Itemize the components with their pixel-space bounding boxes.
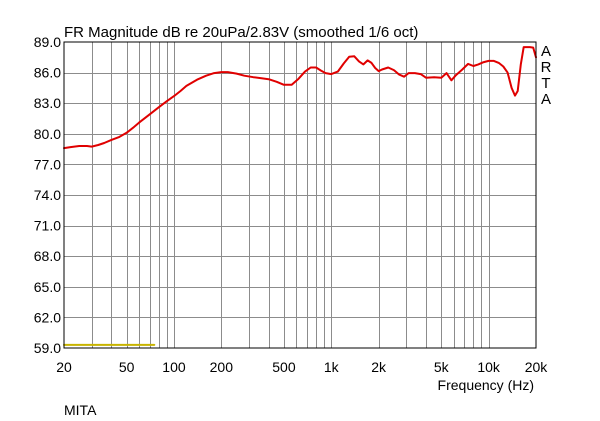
y-tick-label: 89.0 xyxy=(34,34,61,50)
chart-title: FR Magnitude dB re 20uPa/2.83V (smoothed… xyxy=(64,24,418,41)
y-tick-label: 65.0 xyxy=(34,279,61,295)
y-tick-label: 71.0 xyxy=(34,218,61,234)
plot-frame xyxy=(63,41,537,349)
grid xyxy=(64,42,536,348)
frequency-response-line xyxy=(63,46,537,150)
x-tick-label: 2k xyxy=(371,359,387,375)
x-tick-label: 1k xyxy=(324,359,340,375)
x-tick-label: 100 xyxy=(162,359,186,375)
arta-letter: R xyxy=(541,59,552,76)
arta-letter: A xyxy=(541,43,551,60)
y-tick-labels: 89.0 86.0 83.0 80.0 77.0 74.0 71.0 68.0 65.0 62.0… xyxy=(34,34,61,356)
arta-letter: T xyxy=(541,75,550,92)
x-tick-label: 500 xyxy=(272,359,296,375)
y-tick-label: 62.0 xyxy=(34,309,61,325)
x-tick-label: 20k xyxy=(525,359,549,375)
y-tick-label: 59.0 xyxy=(34,340,61,356)
x-tick-label: 20 xyxy=(56,359,72,375)
footer-text: MITA xyxy=(64,402,97,418)
series-group xyxy=(63,46,537,346)
x-tick-label: 200 xyxy=(210,359,234,375)
y-tick-label: 77.0 xyxy=(34,156,61,172)
x-tick-labels: 20 50 100 200 500 1k 2k 5k 10k 20k xyxy=(56,359,548,375)
x-axis-label: Frequency (Hz) xyxy=(438,377,534,393)
y-tick-label: 68.0 xyxy=(34,248,61,264)
y-tick-label: 83.0 xyxy=(34,95,61,111)
y-tick-label: 80.0 xyxy=(34,126,61,142)
x-tick-label: 50 xyxy=(119,359,135,375)
x-tick-label: 5k xyxy=(434,359,450,375)
arta-letter: A xyxy=(541,91,551,108)
y-tick-label: 74.0 xyxy=(34,187,61,203)
y-tick-label: 86.0 xyxy=(34,65,61,81)
x-tick-label: 10k xyxy=(477,359,501,375)
